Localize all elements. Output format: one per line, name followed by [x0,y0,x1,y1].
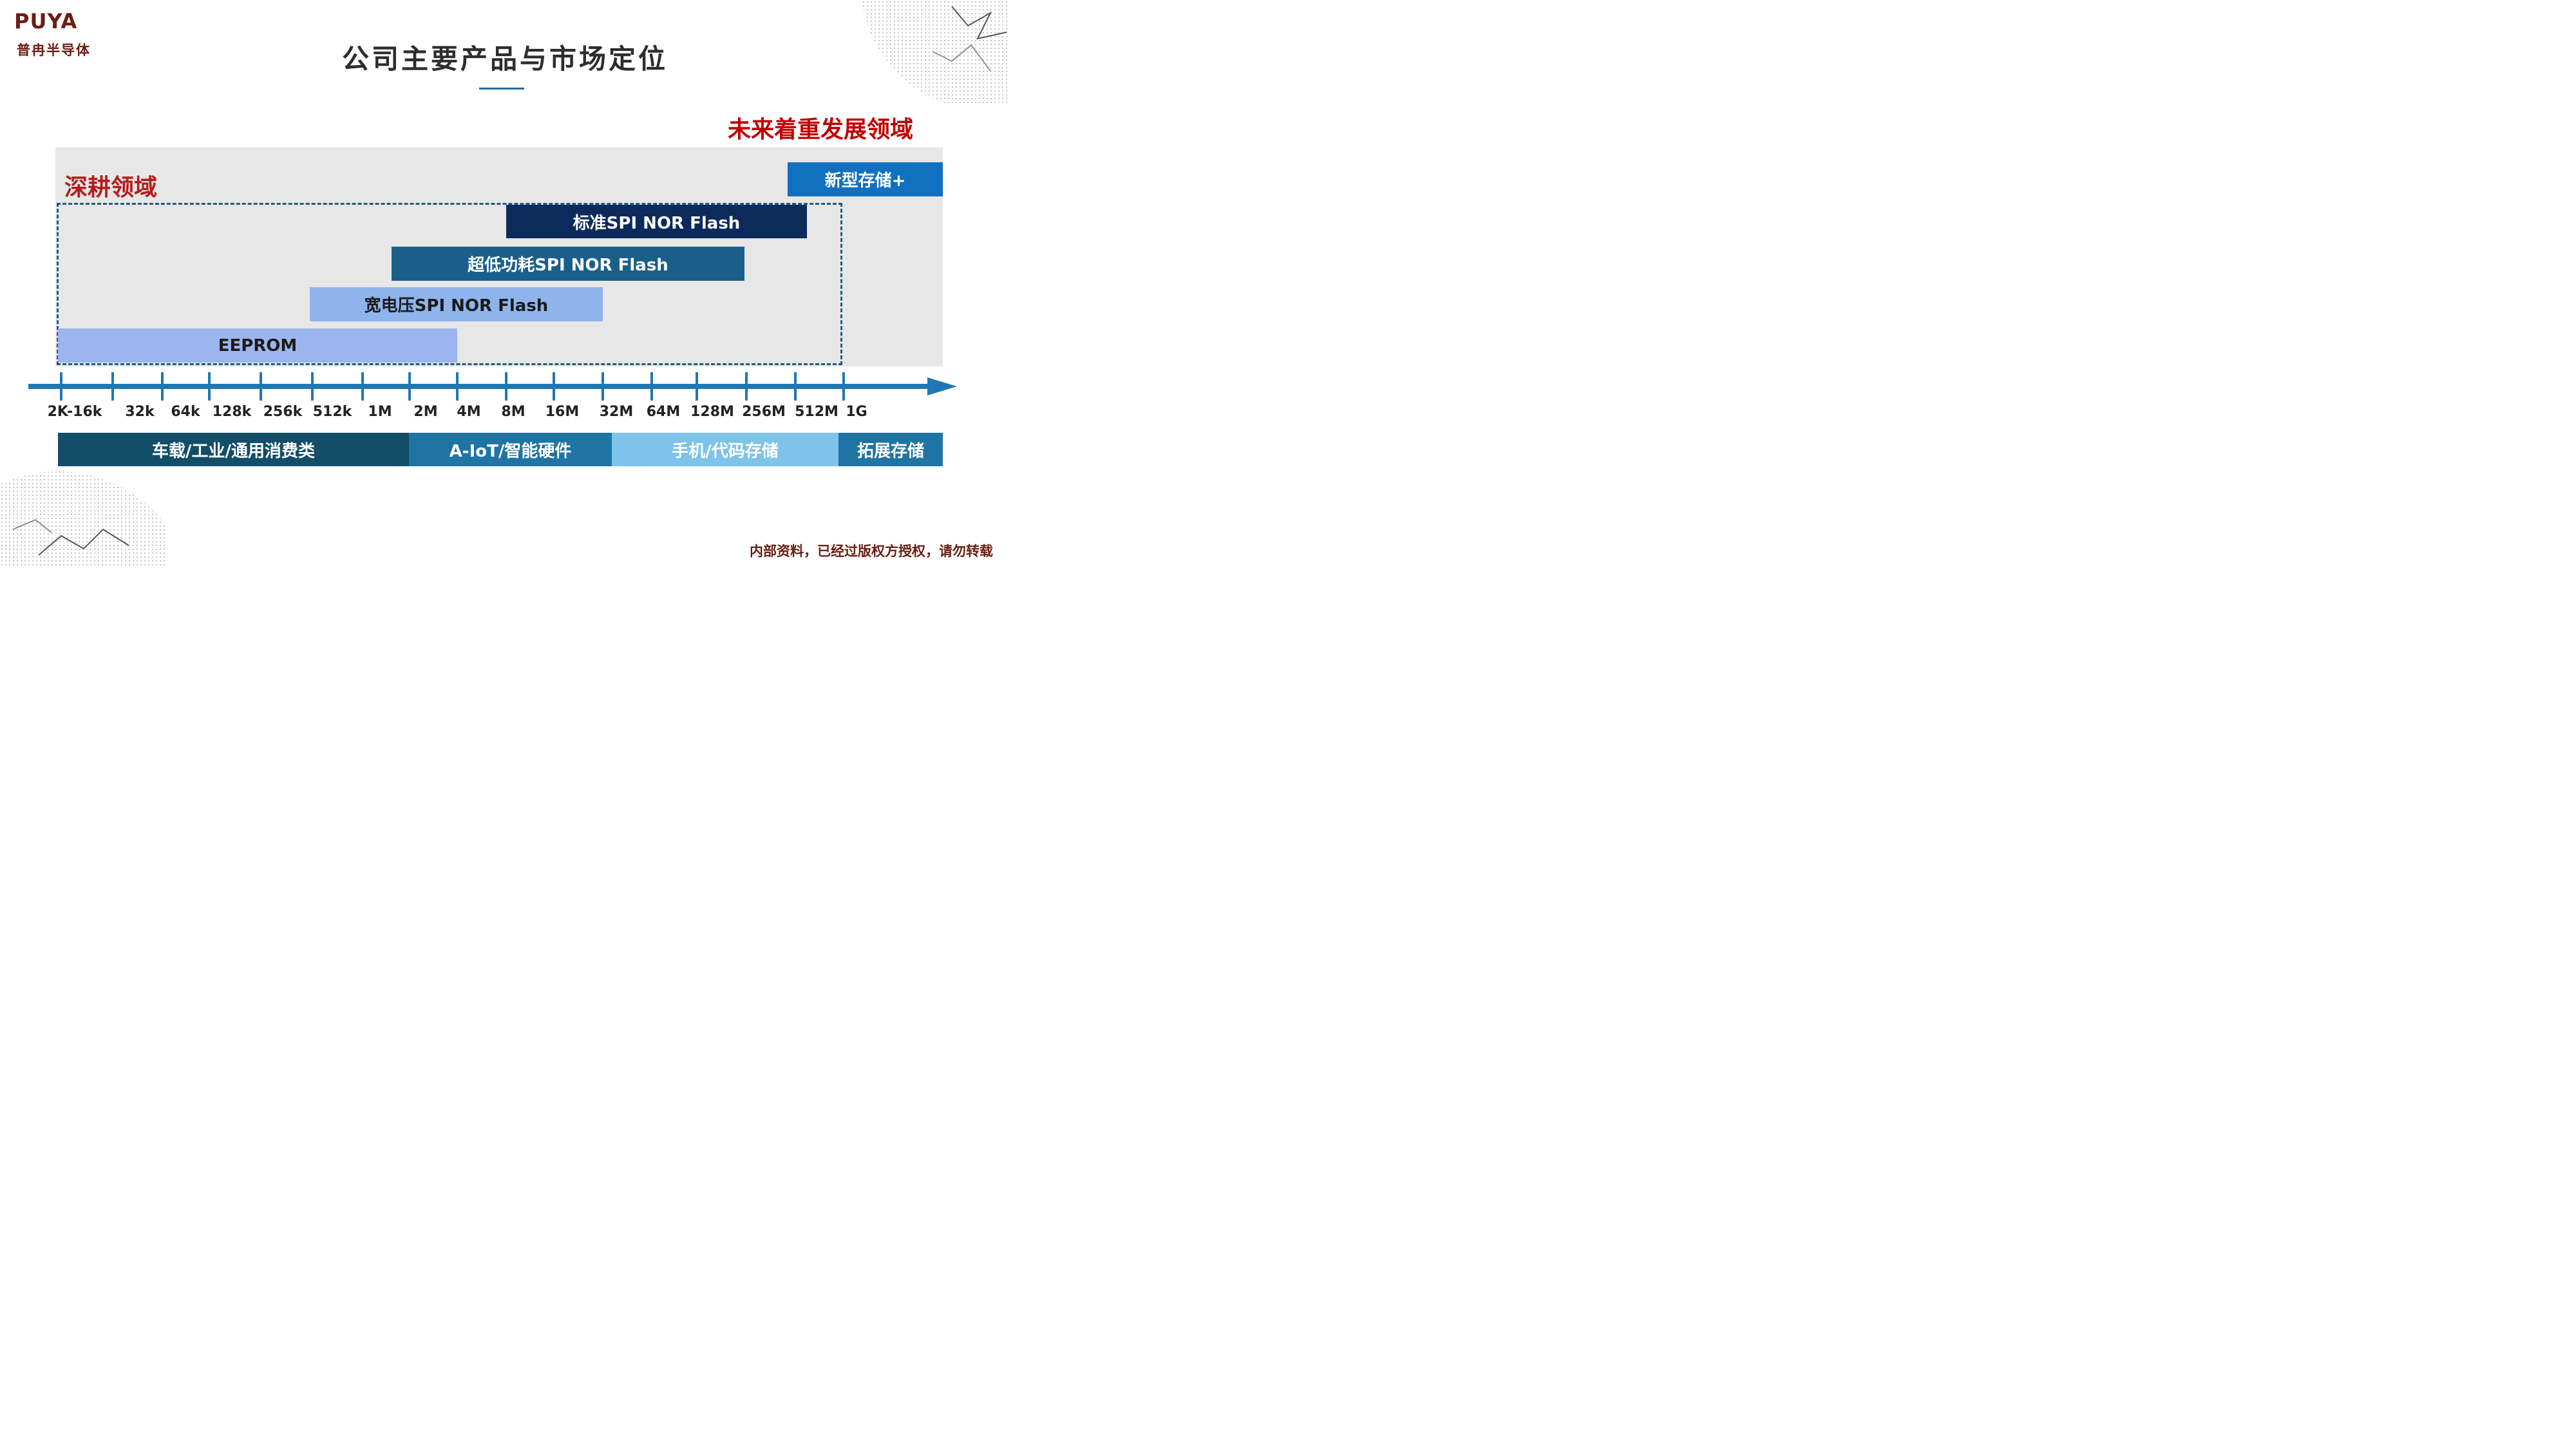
axis-tick-label: 8M [501,404,526,420]
bar-new-storage: 新型存储+ [788,162,943,196]
globe-decoration-bottom-left [0,471,167,568]
title-underline [479,88,524,90]
segment-phone-code-storage-label: 手机/代码存储 [672,441,779,461]
globe-decoration-top-right [862,0,1010,103]
bar-eeprom-label: EEPROM [218,336,298,355]
segment-aiot-smart-hardware-label: A-IoT/智能硬件 [449,441,572,461]
bar-wide-voltage-spi-nor: 宽电压SPI NOR Flash [310,287,603,321]
axis-tick-label: 512k [312,404,352,420]
segment-extended-storage: 拓展存储 [838,433,943,466]
future-area-label: 未来着重发展领域 [728,117,914,143]
core-area-label: 深耕领域 [64,175,158,201]
axis-tick-label: 256M [742,404,786,420]
axis-tick-label: 32k [125,404,155,420]
bar-ultra-low-power-spi-nor-label: 超低功耗SPI NOR Flash [468,256,668,275]
bar-standard-spi-nor-label: 标准SPI NOR Flash [573,213,741,233]
company-logo: PUYA [14,9,78,33]
bar-new-storage-label: 新型存储+ [824,171,906,191]
capacity-axis [28,372,957,401]
segment-extended-storage-label: 拓展存储 [857,441,924,461]
company-name: 普冉半导体 [17,43,91,58]
axis-tick-label: 256k [263,404,303,420]
segment-automotive-industrial-consumer-label: 车载/工业/通用消费类 [152,441,315,461]
bar-wide-voltage-spi-nor-label: 宽电压SPI NOR Flash [364,296,549,316]
segment-automotive-industrial-consumer: 车载/工业/通用消费类 [58,433,409,466]
segment-aiot-smart-hardware: A-IoT/智能硬件 [409,433,612,466]
axis-tick-label: 2M [413,404,438,420]
axis-tick-label: 2K-16k [47,404,102,420]
axis-tick-label: 32M [599,404,634,420]
axis-tick-label: 64M [646,404,681,420]
axis-tick-label: 64k [171,404,200,420]
bar-standard-spi-nor: 标准SPI NOR Flash [506,205,807,238]
axis-tick-label: 1G [846,404,867,420]
bar-eeprom: EEPROM [58,328,457,363]
axis-tick-label: 16M [545,404,580,420]
axis-tick-label: 128k [212,404,252,420]
axis-tick-label: 128M [690,404,734,420]
segment-phone-code-storage: 手机/代码存储 [612,433,838,466]
axis-tick-label: 512M [795,404,838,420]
axis-tick-label: 4M [457,404,481,420]
core-area-dashed-box [57,203,842,365]
bar-ultra-low-power-spi-nor: 超低功耗SPI NOR Flash [392,247,744,281]
footer-copyright-note: 内部资料，已经过版权方授权，请勿转载 [750,544,993,559]
axis-tick-label: 1M [368,404,392,420]
axis-arrowhead [927,377,957,395]
page-title: 公司主要产品与市场定位 [341,43,668,75]
